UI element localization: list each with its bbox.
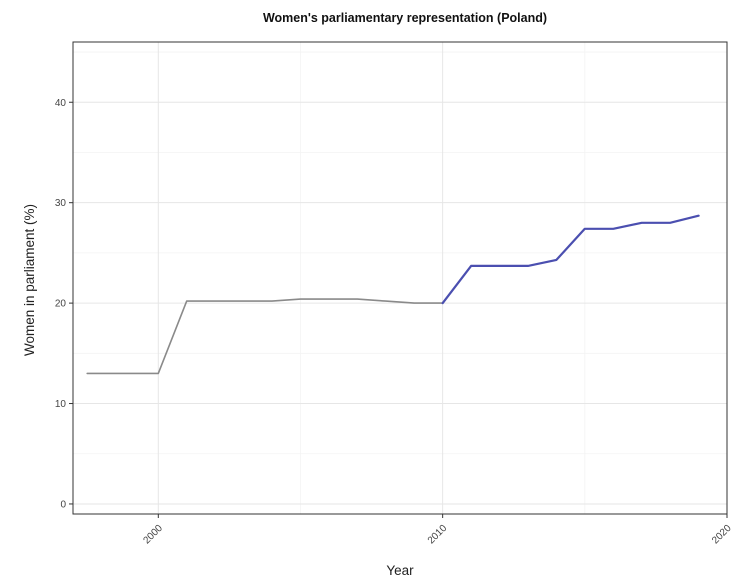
y-tick-label: 20 xyxy=(55,299,67,310)
x-tick-label: 2020 xyxy=(710,523,733,547)
series-line-2 xyxy=(441,214,700,305)
plot-panel xyxy=(72,41,728,515)
x-axis-title: Year xyxy=(386,563,414,578)
y-tick-label: 30 xyxy=(55,198,67,209)
chart-title: Women's parliamentary representation (Po… xyxy=(263,11,547,25)
x-tick-label: 2010 xyxy=(426,523,450,547)
y-axis-title: Women in parliament (%) xyxy=(22,204,37,356)
y-tick-label: 40 xyxy=(55,98,67,109)
axis-ticks: 0 10 20 30 40 2000 2010 2020 xyxy=(55,98,733,547)
y-tick-label: 10 xyxy=(55,399,67,410)
series-lines xyxy=(86,214,700,375)
y-tick-label: 0 xyxy=(60,499,66,510)
series-line-1 xyxy=(86,298,444,375)
grid xyxy=(73,42,728,514)
x-tick-label: 2000 xyxy=(141,523,165,547)
